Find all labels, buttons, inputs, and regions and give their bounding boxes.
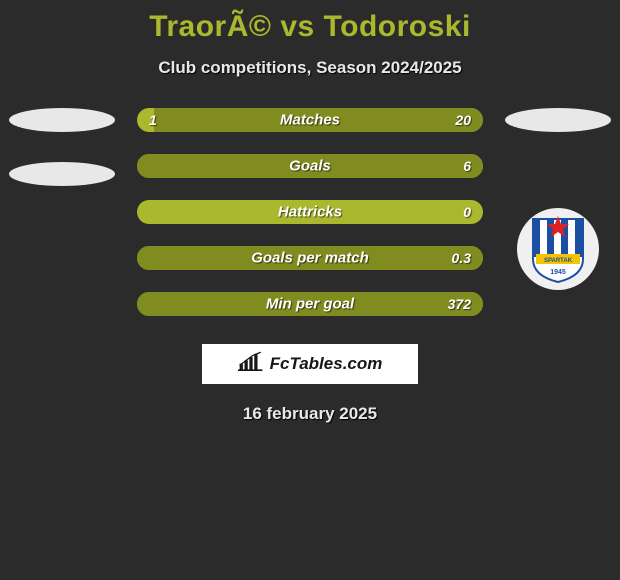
stat-label: Min per goal bbox=[266, 296, 354, 313]
brand-chart-icon bbox=[238, 351, 264, 378]
stat-label: Hattricks bbox=[278, 204, 342, 221]
subtitle: Club competitions, Season 2024/2025 bbox=[0, 58, 620, 78]
page-title: TraorÃ© vs Todoroski bbox=[0, 0, 620, 44]
stat-label: Matches bbox=[280, 112, 340, 129]
player-left-badges bbox=[2, 108, 122, 216]
stat-value-right: 0.3 bbox=[452, 250, 471, 266]
stat-bar: Min per goal 372 bbox=[137, 292, 483, 316]
player-right-badges: SPARTAK 1945 bbox=[498, 108, 618, 290]
chart-area: SPARTAK 1945 Matches 1 20 Goals 6 Hattricks 0 G… bbox=[0, 108, 620, 316]
stat-value-right: 20 bbox=[455, 112, 471, 128]
crest-year: 1945 bbox=[550, 269, 566, 276]
stat-label: Goals bbox=[289, 158, 331, 175]
stat-value-left: 1 bbox=[149, 112, 157, 128]
stat-value-right: 0 bbox=[463, 204, 471, 220]
stat-bar: Goals per match 0.3 bbox=[137, 246, 483, 270]
player-left-oval-1 bbox=[9, 108, 115, 132]
stat-bars: Matches 1 20 Goals 6 Hattricks 0 Goals per matc… bbox=[137, 108, 483, 316]
stat-bar: Matches 1 20 bbox=[137, 108, 483, 132]
player-left-oval-2 bbox=[9, 162, 115, 186]
brand-label: FcTables.com bbox=[270, 354, 383, 374]
club-crest: SPARTAK 1945 bbox=[517, 208, 599, 290]
player-right-oval bbox=[505, 108, 611, 132]
stat-label: Goals per match bbox=[251, 250, 369, 267]
brand-box[interactable]: FcTables.com bbox=[202, 344, 418, 384]
stat-value-right: 372 bbox=[448, 296, 471, 312]
spartak-shield-icon: SPARTAK 1945 bbox=[528, 214, 588, 284]
stat-bar: Goals 6 bbox=[137, 154, 483, 178]
h2h-infographic: TraorÃ© vs Todoroski Club competitions, … bbox=[0, 0, 620, 580]
date-line: 16 february 2025 bbox=[0, 404, 620, 424]
stat-bar: Hattricks 0 bbox=[137, 200, 483, 224]
crest-text: SPARTAK bbox=[544, 258, 573, 264]
stat-value-right: 6 bbox=[463, 158, 471, 174]
